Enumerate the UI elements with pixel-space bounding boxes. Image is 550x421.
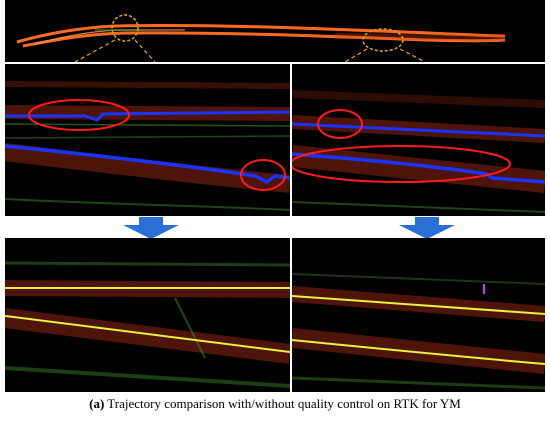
highlight-circle-4	[292, 145, 511, 183]
dashdot-dividers	[5, 62, 545, 392]
caption-text: Trajectory comparison with/without quali…	[104, 396, 461, 411]
overview-highlight-left	[111, 14, 139, 42]
before-qc-left-panel	[5, 64, 290, 216]
highlight-circle-1	[28, 99, 130, 131]
trajectory-corrected-right-lower	[292, 339, 545, 365]
trajectory-blue-upper	[5, 110, 290, 122]
overview-highlight-right	[362, 28, 404, 52]
figure	[5, 0, 545, 392]
after-qc-right-panel	[292, 238, 545, 392]
before-qc-right-pointcloud	[292, 64, 545, 216]
trajectory-blue-right-lower	[292, 152, 545, 184]
trajectory-corrected-right-upper	[292, 295, 545, 315]
highlight-circle-2	[240, 159, 286, 191]
caption-label: (a)	[89, 396, 105, 411]
overview-pointcloud	[5, 0, 545, 62]
overview-strip	[5, 0, 545, 62]
after-qc-left-panel	[5, 238, 290, 392]
before-qc-right-panel	[292, 64, 545, 216]
after-qc-right-pointcloud	[292, 238, 545, 392]
trajectory-blue-lower	[5, 144, 290, 185]
trajectory-corrected-lower	[5, 315, 290, 353]
before-qc-left-pointcloud	[5, 64, 290, 216]
trajectory-blue-right-upper	[292, 122, 545, 138]
down-arrow-left	[123, 217, 179, 239]
after-qc-left-pointcloud	[5, 238, 290, 392]
highlight-circle-3	[317, 109, 363, 139]
down-arrow-right	[399, 217, 455, 239]
figure-caption: (a) Trajectory comparison with/without q…	[0, 396, 550, 412]
